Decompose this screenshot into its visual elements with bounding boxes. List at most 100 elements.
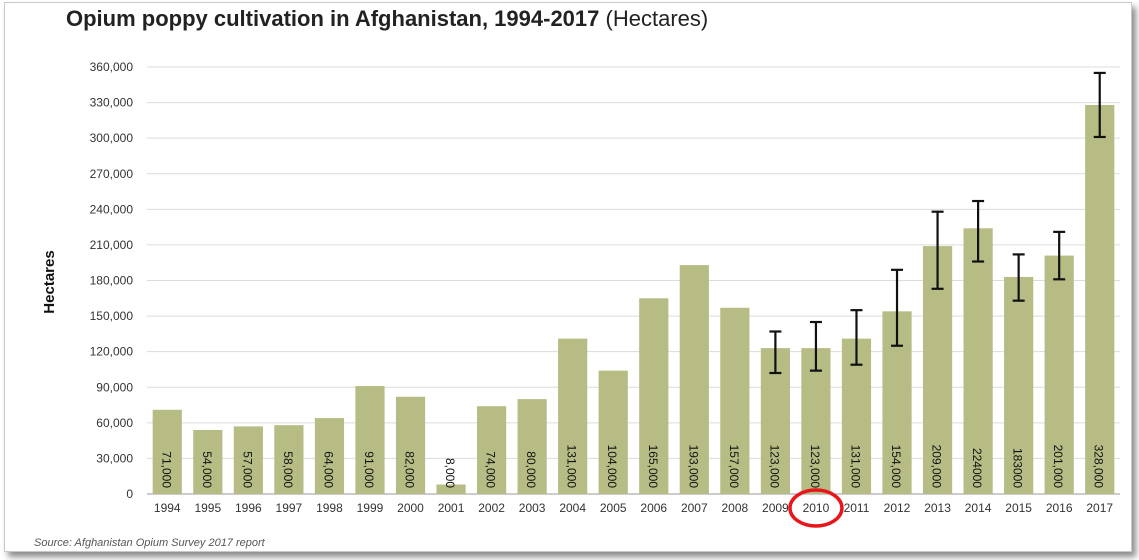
- y-tick-label: 60,000: [96, 416, 133, 430]
- data-label-2005: 104,000: [605, 445, 619, 489]
- error-bars: [769, 71, 1106, 375]
- x-tick-label-1999: 1999: [357, 501, 384, 515]
- bar-2001: [436, 484, 466, 494]
- data-label-2012: 154,000: [889, 445, 903, 489]
- data-label-2000: 82,000: [403, 451, 417, 488]
- y-tick-label: 120,000: [90, 345, 134, 359]
- y-tick-label: 210,000: [90, 238, 134, 252]
- chart-title-text: Opium poppy cultivation in Afghanistan, …: [66, 6, 600, 31]
- bar-2004: [558, 338, 588, 494]
- y-tick-label: 150,000: [90, 309, 134, 323]
- data-label-2009: 123,000: [767, 445, 781, 489]
- error-bar-2013: [931, 210, 944, 290]
- x-tick-label-2017: 2017: [1086, 501, 1113, 515]
- error-bar-2014: [972, 199, 985, 263]
- data-label-2004: 131,000: [565, 445, 579, 489]
- error-bar-2009: [769, 330, 782, 375]
- bar-2007: [679, 265, 709, 494]
- y-tick-label: 30,000: [96, 451, 133, 465]
- data-label-1996: 57,000: [240, 451, 254, 488]
- x-tick-label-2015: 2015: [1005, 501, 1032, 515]
- x-tick-label-1994: 1994: [154, 501, 181, 515]
- bar-1995: [193, 429, 223, 494]
- x-tick-label-1997: 1997: [276, 501, 303, 515]
- bar-data-labels: 71,000 54,000 57,000 58,000 64,000 91,000 82,0…: [159, 445, 1105, 489]
- bar-2002: [477, 406, 507, 494]
- bar-1998: [314, 418, 345, 494]
- data-label-2010: 123,000: [808, 445, 822, 489]
- x-tick-label-1996: 1996: [235, 501, 262, 515]
- data-label-1994: 71,000: [159, 451, 173, 488]
- y-tick-label: 300,000: [90, 131, 134, 145]
- bar-2017: [1085, 104, 1115, 494]
- error-bar-2012: [891, 268, 904, 347]
- chart-title: Opium poppy cultivation in Afghanistan, …: [66, 6, 708, 32]
- y-axis-label: Hectares: [41, 250, 58, 313]
- x-tick-label-2010: 2010: [803, 501, 830, 515]
- y-tick-label: 330,000: [90, 96, 134, 110]
- highlight-ellipse: [788, 488, 844, 528]
- data-label-2014: 224000: [970, 448, 984, 488]
- x-tick-label-2011: 2011: [844, 501, 870, 515]
- data-label-2013: 209,000: [930, 445, 944, 489]
- data-label-2007: 193,000: [686, 445, 700, 489]
- y-tick-label: 90,000: [96, 380, 133, 394]
- x-tick-label-2008: 2008: [722, 501, 749, 515]
- bar-2008: [720, 307, 750, 494]
- bar-1996: [233, 426, 263, 494]
- data-label-2008: 157,000: [727, 445, 741, 489]
- x-tick-label-2007: 2007: [681, 501, 708, 515]
- x-tick-label-2000: 2000: [397, 501, 424, 515]
- bar-2006: [639, 298, 669, 494]
- data-label-1999: 91,000: [362, 451, 376, 488]
- x-tick-label-2006: 2006: [640, 501, 667, 515]
- y-tick-label: 0: [126, 487, 133, 501]
- highlight-circle: [788, 488, 844, 528]
- data-label-1995: 54,000: [200, 451, 214, 488]
- gridlines: [147, 66, 1120, 495]
- data-label-2011: 131,000: [848, 445, 862, 489]
- x-tick-label-2001: 2001: [438, 501, 465, 515]
- data-label-2015: 183000: [1011, 448, 1025, 488]
- x-tick-label-1995: 1995: [194, 501, 221, 515]
- y-tick-label: 270,000: [90, 167, 134, 181]
- error-bar-2011: [850, 309, 863, 366]
- bar-2003: [517, 399, 547, 494]
- error-bar-2015: [1012, 253, 1025, 302]
- x-tick-label-2005: 2005: [600, 501, 627, 515]
- data-label-1997: 58,000: [281, 451, 295, 488]
- x-tick-label-2004: 2004: [559, 501, 586, 515]
- bar-2015: [1004, 276, 1034, 494]
- data-label-2016: 201,000: [1051, 445, 1065, 489]
- error-bar-2017: [1093, 71, 1106, 139]
- data-label-2003: 80,000: [524, 451, 538, 488]
- x-tick-label-2002: 2002: [478, 501, 505, 515]
- x-tick-label-2013: 2013: [924, 501, 951, 515]
- x-tick-label-2016: 2016: [1046, 501, 1073, 515]
- error-bar-2010: [809, 320, 822, 372]
- bar-2000: [395, 396, 426, 494]
- x-tick-label-2003: 2003: [519, 501, 546, 515]
- x-tick-label-2009: 2009: [762, 501, 789, 515]
- data-label-1998: 64,000: [321, 451, 335, 488]
- bar-2005: [598, 370, 628, 494]
- data-label-2002: 74,000: [484, 451, 498, 488]
- bar-1997: [274, 425, 304, 494]
- x-tick-label-2012: 2012: [884, 501, 911, 515]
- data-label-2017: 328,000: [1092, 445, 1106, 489]
- y-tick-label: 360,000: [90, 60, 134, 74]
- y-axis-ticks: 0 30,000 60,000 90,000 120,000 150,000 180,000…: [90, 60, 134, 501]
- x-tick-label-2014: 2014: [965, 501, 992, 515]
- x-tick-label-1998: 1998: [316, 501, 343, 515]
- y-tick-label: 180,000: [90, 274, 134, 288]
- bar-1999: [355, 386, 385, 494]
- x-axis-ticks: 1994 1995 1996 1997 1998 1999 2000 2001 2002 2003…: [154, 501, 1113, 515]
- data-label-2001: 8,000: [443, 458, 457, 488]
- source-note: Source: Afghanistan Opium Survey 2017 re…: [34, 537, 265, 549]
- data-label-2006: 165,000: [646, 445, 660, 489]
- error-bar-2016: [1053, 230, 1066, 281]
- chart-title-unit: (Hectares): [605, 6, 709, 31]
- bar-1994: [152, 409, 182, 494]
- bar-2010: [801, 348, 831, 494]
